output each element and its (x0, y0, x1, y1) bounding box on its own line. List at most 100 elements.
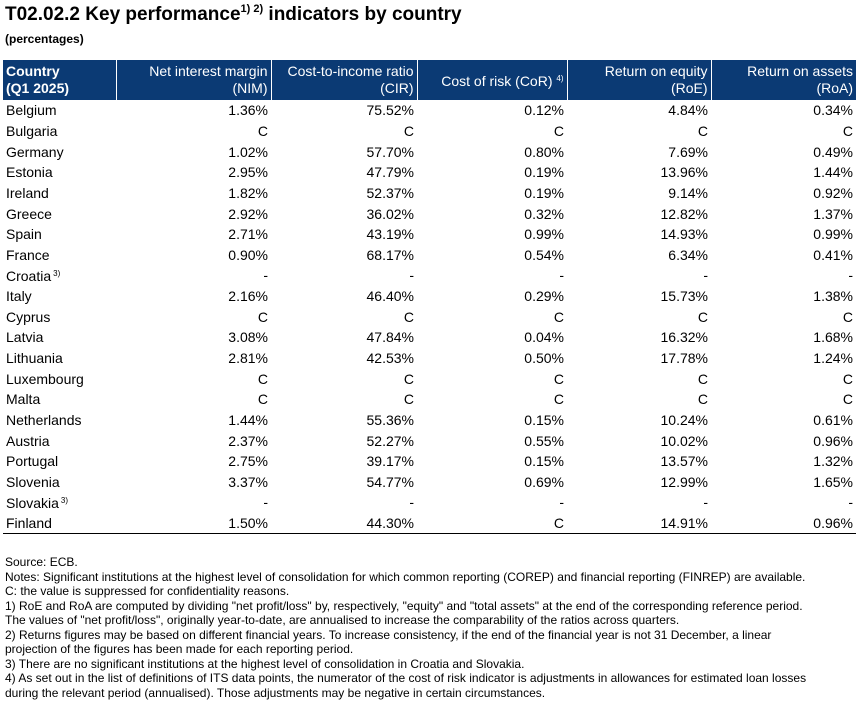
country-cell: Spain (6, 226, 42, 243)
cir-cell: C (403, 308, 414, 325)
country-cell: Ireland (6, 184, 49, 201)
roe-cell: 10.24% (660, 411, 708, 428)
header-cir: Cost-to-income ratio (CIR) (271, 60, 418, 100)
cor-cell: C (417, 512, 567, 535)
roa-cell: C (842, 308, 853, 325)
roe-cell: 12.99% (660, 473, 708, 490)
roe-cell: 13.57% (660, 453, 708, 470)
table-row: Slovenia 3.37% 54.77% 0.69% 12.99% 1.65% (3, 472, 856, 493)
cir-cell: - (409, 494, 414, 511)
roe-cell: 14.93% (660, 226, 708, 243)
cor-cell: 0.80% (524, 143, 564, 160)
nim-cell: - (263, 267, 268, 284)
country-cell: Slovakia 3) (6, 495, 69, 512)
roa-cell: 0.41% (813, 246, 853, 263)
header-country: Country (Q1 2025) (3, 60, 117, 100)
nim-cell: 3.08% (228, 329, 268, 346)
cir-cell: C (403, 391, 414, 408)
title-main: T02.02.2 Key performance (5, 4, 241, 25)
header-nim: Net interest margin (NIM) (116, 60, 272, 100)
roe-cell: C (697, 308, 708, 325)
roe-cell: 10.02% (660, 432, 708, 449)
cir-cell: 42.53% (366, 350, 414, 366)
country-cell: Luxembourg (6, 370, 84, 387)
table-row: Italy 2.16% 46.40% 0.29% 15.73% 1.38% (3, 286, 856, 307)
note-line: projection of the figures has been made … (5, 642, 354, 656)
cir-cell: C (403, 370, 414, 387)
cor-cell: C (553, 308, 564, 325)
roa-cell: C (842, 122, 853, 139)
cir-cell: 52.37% (366, 184, 414, 201)
roa-cell: 1.65% (813, 473, 853, 490)
cir-cell: 47.84% (366, 329, 414, 346)
table-row: Croatia 3) - - - - - (3, 265, 856, 286)
cor-cell: 0.04% (524, 329, 564, 346)
roa-cell: C (842, 391, 853, 408)
table-body: Belgium 1.36% 75.52% 0.12% 4.84% 0.34% Bulgari… (3, 100, 856, 535)
roa-cell: 0.96% (711, 512, 856, 535)
roa-cell: 1.32% (813, 453, 853, 470)
table-row: Germany 1.02% 57.70% 0.80% 7.69% 0.49% (3, 141, 856, 162)
nim-cell: 2.71% (228, 226, 268, 243)
country-cell: Croatia 3) (6, 268, 61, 285)
cor-cell: 0.99% (524, 226, 564, 243)
cor-cell: 0.29% (524, 288, 564, 305)
nim-cell: 3.37% (228, 473, 268, 490)
roa-cell: 0.61% (813, 411, 853, 428)
cor-cell: C (553, 391, 564, 408)
roe-cell: 12.82% (660, 205, 708, 222)
roa-cell: 1.24% (813, 350, 853, 366)
cir-cell: 39.17% (366, 453, 414, 470)
table-row: Malta C C C C C (3, 389, 856, 410)
note-line: 3) There are no significant institutions… (5, 656, 525, 671)
subtitle: (percentages) (5, 32, 84, 46)
country-cell: France (6, 246, 50, 263)
cir-cell: 55.36% (366, 411, 414, 428)
cir-cell: 68.17% (366, 246, 414, 263)
roa-cell: 1.68% (813, 329, 853, 346)
cor-cell: 0.12% (524, 102, 564, 119)
country-cell: Finland (3, 512, 116, 535)
cir-cell: 46.40% (366, 288, 414, 305)
cir-cell: 47.79% (366, 164, 414, 181)
table-row: Bulgaria C C C C C (3, 121, 856, 142)
table-row: Spain 2.71% 43.19% 0.99% 14.93% 0.99% (3, 224, 856, 245)
roe-cell: C (697, 370, 708, 387)
cir-cell: - (409, 267, 414, 284)
nim-cell: 2.81% (228, 350, 268, 366)
roe-cell: 17.78% (660, 350, 708, 366)
footnote-ref: 3) (60, 496, 69, 506)
cir-cell: 52.27% (366, 432, 414, 449)
table-row: Luxembourg C C C C C (3, 368, 856, 389)
header-roa: Return on assets (RoA) (711, 60, 856, 100)
page-title: T02.02.2 Key performance1) 2) indicators… (5, 3, 462, 26)
cir-cell: 36.02% (366, 205, 414, 222)
country-cell: Italy (6, 288, 32, 305)
roe-cell: 9.14% (668, 184, 708, 201)
cor-cell: 0.15% (524, 411, 564, 428)
country-cell: Lithuania (6, 350, 63, 366)
table-row: Ireland 1.82% 52.37% 0.19% 9.14% 0.92% (3, 183, 856, 204)
nim-cell: 1.02% (228, 143, 268, 160)
roa-cell: 0.34% (813, 102, 853, 119)
nim-cell: 0.90% (228, 246, 268, 263)
nim-cell: C (257, 308, 268, 325)
cir-cell: 57.70% (366, 143, 414, 160)
source-line: Source: ECB. (5, 555, 78, 569)
roa-cell: - (848, 267, 853, 284)
table-row: Finland 1.50% 44.30% C 14.91% 0.96% (3, 512, 856, 535)
cor-cell: C (553, 122, 564, 139)
roe-cell: 6.34% (668, 246, 708, 263)
cor-cell: 0.19% (524, 184, 564, 201)
nim-cell: 1.50% (116, 512, 271, 535)
roa-cell: 1.37% (813, 205, 853, 222)
header-roe: Return on equity (RoE) (567, 60, 712, 100)
roe-cell: 14.91% (567, 512, 711, 535)
note-line: Notes: Significant institutions at the h… (5, 569, 806, 584)
nim-cell: 1.44% (228, 411, 268, 428)
roa-cell: 0.92% (813, 184, 853, 201)
country-cell: Germany (6, 143, 64, 160)
notes-section: Source: ECB. Notes: Significant instituti… (5, 555, 855, 700)
country-cell: Latvia (6, 329, 44, 346)
nim-cell: C (257, 391, 268, 408)
